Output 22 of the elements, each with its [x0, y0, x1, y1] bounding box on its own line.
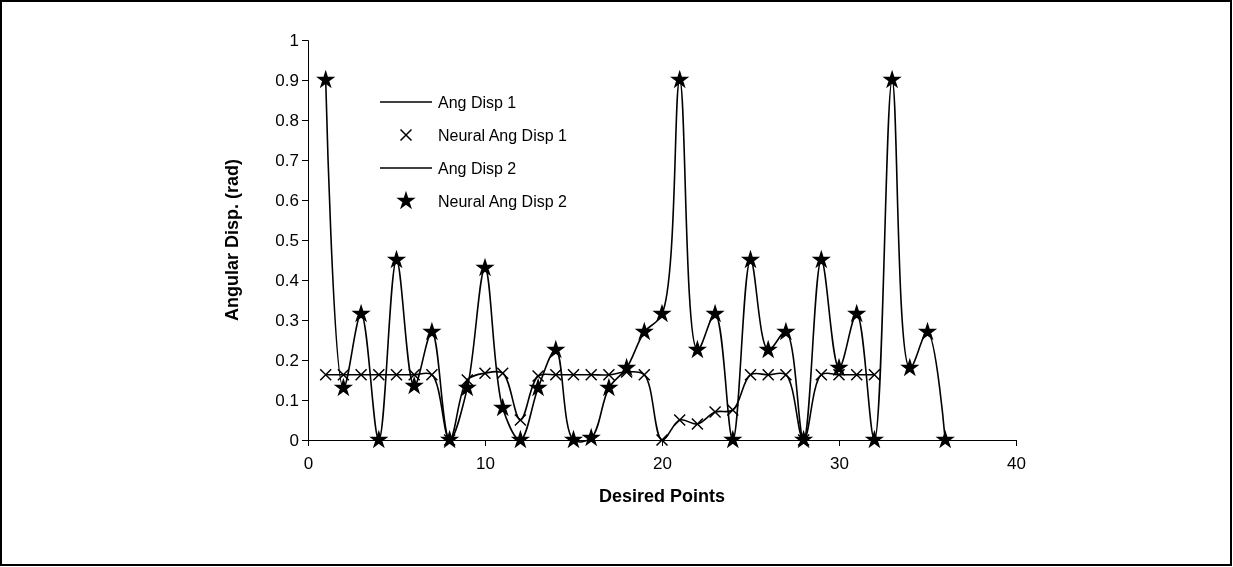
- x-tick-label: 0: [303, 454, 314, 474]
- y-tick-label: 0.9: [275, 70, 299, 90]
- y-tick-label: 1: [289, 30, 299, 50]
- legend-label: Neural Ang Disp 2: [438, 193, 568, 210]
- x-tick-label: 20: [653, 454, 672, 474]
- y-axis-title: Angular Disp. (rad): [222, 158, 242, 322]
- x-tick-label: 30: [830, 454, 849, 474]
- x-tick-label: 40: [1007, 454, 1026, 474]
- legend-label: Neural Ang Disp 1: [438, 127, 568, 144]
- y-tick-label: 0.7: [275, 150, 299, 170]
- y-tick-label: 0.2: [275, 350, 299, 370]
- y-tick-label: 0.6: [275, 190, 299, 210]
- legend-label: Ang Disp 2: [438, 160, 517, 177]
- y-tick-label: 0.1: [275, 390, 299, 410]
- y-tick-label: 0.8: [275, 110, 299, 130]
- y-tick-label: 0.3: [275, 310, 299, 330]
- y-tick-label: 0: [289, 430, 299, 450]
- y-tick-label: 0.5: [275, 230, 299, 250]
- x-axis-title: Desired Points: [598, 486, 726, 506]
- legend-label: Ang Disp 1: [438, 94, 517, 111]
- x-tick-label: 10: [476, 454, 495, 474]
- y-tick-label: 0.4: [275, 270, 299, 290]
